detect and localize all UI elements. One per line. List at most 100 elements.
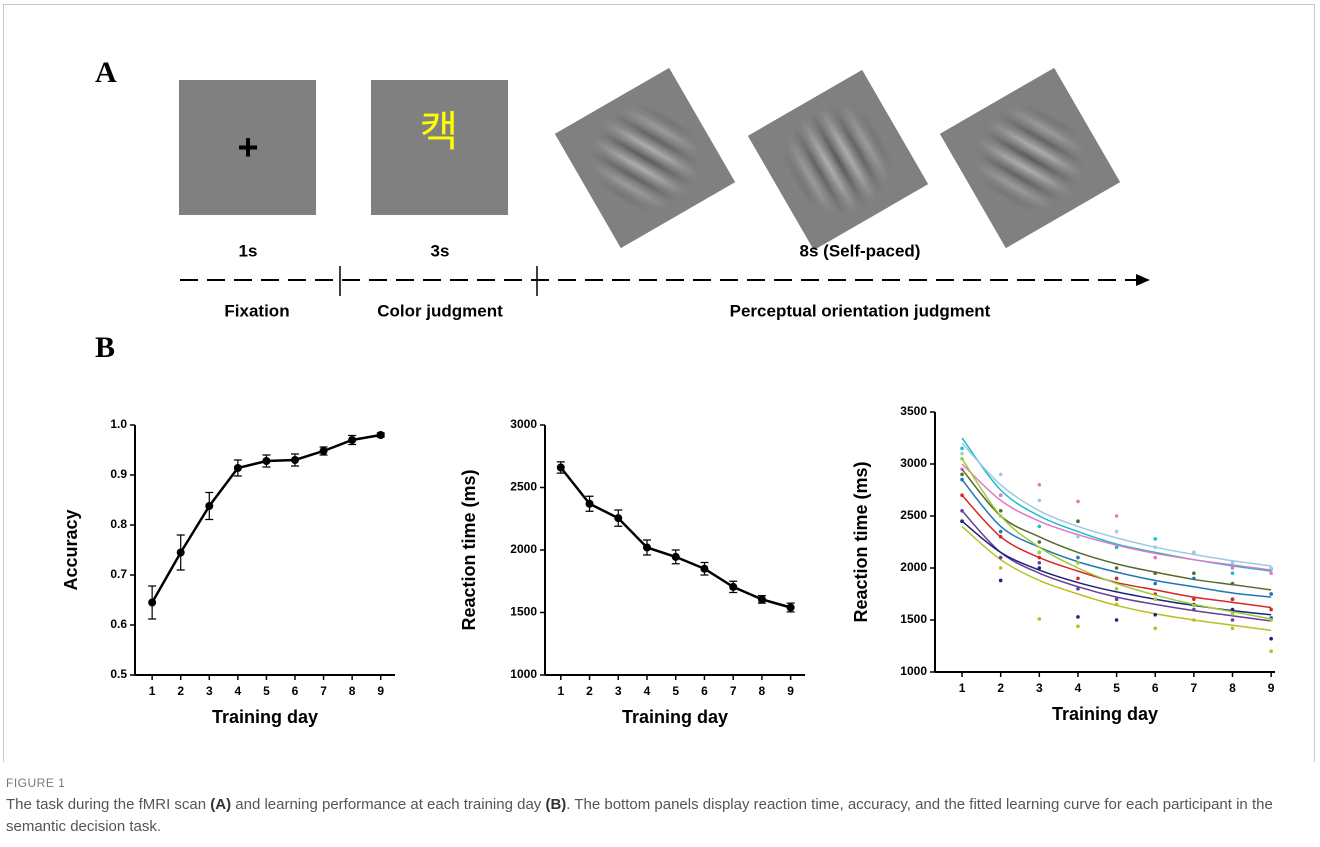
data-point [320,447,328,455]
y-tick-label: 2500 [510,480,537,494]
x-tick-label: 8 [349,684,356,698]
caption-part: (B) [545,796,566,813]
data-point [291,456,299,464]
x-axis-title: Training day [212,707,318,727]
data-point [1153,537,1157,541]
x-tick-label: 6 [292,684,299,698]
data-point [1153,613,1157,617]
data-point [700,565,708,573]
data-point [1076,519,1080,523]
y-tick-label: 2000 [900,560,927,574]
caption-part: and learning performance at each trainin… [231,796,545,813]
data-point [1269,618,1273,622]
y-tick-label: 1.0 [110,417,127,431]
data-point [1192,608,1196,612]
y-axis-title: Accuracy [61,509,81,590]
caption-label: FIGURE 1 [6,772,1306,794]
data-point [1231,561,1235,565]
data-point [1115,618,1119,622]
data-point [999,556,1003,560]
x-tick-label: 3 [615,684,622,698]
data-point [262,457,270,465]
x-tick-label: 4 [1075,681,1082,695]
x-tick-label: 5 [1113,681,1120,695]
data-point [1153,582,1157,586]
caption-text: The task during the fMRI scan (A) and le… [6,794,1306,838]
data-point [1231,597,1235,601]
x-tick-label: 1 [959,681,966,695]
grating [533,46,757,270]
figure: A B + 캑 1s 3s 8s (Self-paced) Fixation C… [0,0,1320,765]
y-tick-label: 1500 [900,612,927,626]
data-point [960,457,964,461]
x-tick-label: 6 [1152,681,1159,695]
x-tick-label: 9 [787,684,794,698]
x-tick-label: 9 [377,684,384,698]
data-point [1231,571,1235,575]
data-point [1153,556,1157,560]
data-point [1115,603,1119,607]
data-point [999,514,1003,518]
data-point [377,431,385,439]
x-tick-label: 7 [1191,681,1198,695]
x-axis-title: Training day [622,707,728,727]
x-tick-label: 2 [997,681,1004,695]
x-tick-label: 9 [1268,681,1275,695]
x-tick-label: 7 [320,684,327,698]
data-point [1192,551,1196,555]
data-point [1269,571,1273,575]
data-point [1038,617,1042,621]
caption-part: The task during the fMRI scan [6,796,210,813]
fit-curve [962,459,1271,619]
x-axis-title: Training day [1052,704,1158,724]
x-tick-label: 7 [730,684,737,698]
data-point [205,502,213,510]
data-point [1269,608,1273,612]
data-point [614,514,622,522]
data-point [1076,615,1080,619]
data-point [1038,561,1042,565]
data-point [1038,483,1042,487]
x-tick-label: 1 [557,684,564,698]
y-tick-label: 0.5 [110,667,127,681]
data-point [960,519,964,523]
data-point [999,473,1003,477]
data-point [148,599,156,607]
data-point [999,509,1003,513]
data-point [999,579,1003,583]
phase: Color judgment [377,301,503,320]
y-tick-label: 2000 [510,542,537,556]
data-point [1231,627,1235,631]
data-point [234,464,242,472]
page: A B + 캑 1s 3s 8s (Self-paced) Fixation C… [0,0,1320,847]
data-point [1115,530,1119,534]
data-point [1231,612,1235,616]
y-tick-label: 1000 [900,664,927,678]
data-point [1115,587,1119,591]
y-tick-label: 3500 [900,404,927,418]
data-point [1269,637,1273,641]
x-tick-label: 4 [644,684,651,698]
data-point [999,530,1003,534]
data-point [1115,577,1119,581]
data-point [1115,514,1119,518]
data-point [177,549,185,557]
duration: 1s [239,241,258,260]
data-point [960,452,964,456]
data-point [1231,582,1235,586]
caption: FIGURE 1 The task during the fMRI scan (… [6,772,1306,838]
x-tick-label: 6 [701,684,708,698]
data-point [1038,499,1042,503]
data-point [1192,604,1196,608]
y-tick-label: 0.7 [110,567,127,581]
data-point [758,595,766,603]
x-tick-label: 1 [149,684,156,698]
data-point [960,447,964,451]
y-axis-title: Reaction time (ms) [459,469,479,630]
y-tick-label: 3000 [900,456,927,470]
data-point [1076,500,1080,504]
data-point [1231,566,1235,570]
data-point [586,500,594,508]
data-point [1192,577,1196,581]
